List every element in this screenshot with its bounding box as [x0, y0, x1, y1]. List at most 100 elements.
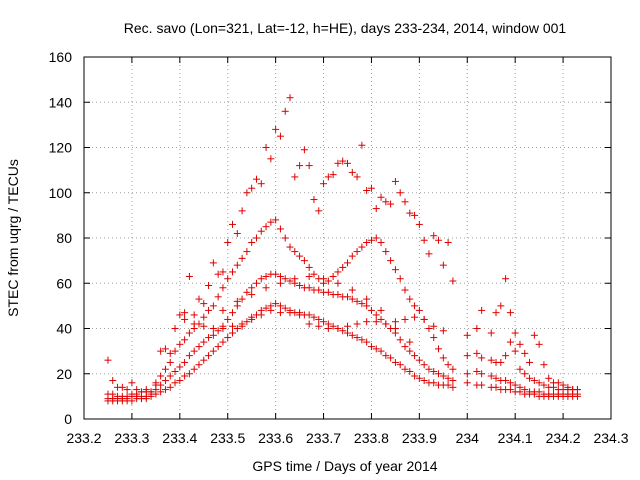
data-point: [224, 315, 232, 323]
data-point: [535, 340, 543, 348]
data-point: [185, 272, 193, 280]
data-point: [406, 338, 414, 346]
data-point: [209, 325, 217, 332]
data-point: [176, 363, 184, 371]
data-point: [161, 377, 169, 385]
data-point: [516, 365, 524, 373]
data-point: [200, 322, 208, 330]
data-point: [353, 248, 361, 256]
data-point: [463, 352, 471, 360]
data-point: [310, 196, 318, 204]
data-point: [425, 365, 433, 373]
data-point: [502, 275, 510, 283]
data-point: [229, 329, 237, 337]
axis-ticks: [83, 56, 612, 420]
data-point: [430, 322, 438, 330]
data-point: [276, 272, 284, 280]
data-point: [473, 367, 481, 375]
data-point: [291, 248, 299, 256]
data-point: [511, 381, 519, 389]
data-point: [401, 315, 409, 323]
data-point: [161, 386, 169, 394]
data-point: [176, 340, 184, 348]
data-point: [233, 229, 241, 237]
data-point: [425, 325, 433, 332]
data-point: [320, 180, 328, 188]
data-point: [516, 340, 524, 348]
data-point: [411, 372, 419, 380]
x-tick-label: 234.1: [498, 430, 533, 446]
data-point: [439, 354, 447, 362]
data-point: [181, 309, 189, 317]
data-point: [305, 272, 313, 280]
data-point: [430, 232, 438, 240]
data-point: [382, 320, 390, 328]
data-point: [573, 392, 581, 400]
data-point: [147, 392, 155, 400]
data-point: [372, 345, 380, 353]
data-point: [377, 315, 385, 323]
data-point: [449, 377, 457, 385]
data-point: [252, 234, 260, 242]
data-point: [219, 268, 227, 276]
data-point: [478, 306, 486, 314]
data-point: [502, 377, 510, 385]
data-point: [248, 315, 256, 323]
data-point: [219, 284, 227, 292]
data-point: [209, 331, 217, 339]
data-point: [190, 365, 198, 373]
data-point: [344, 259, 351, 267]
data-point: [181, 372, 189, 380]
data-point: [243, 248, 251, 256]
data-point: [358, 141, 366, 149]
y-tick-label: 120: [49, 140, 73, 156]
data-point: [406, 295, 414, 303]
data-points: [104, 94, 581, 405]
data-point: [296, 311, 304, 319]
data-point: [257, 227, 265, 235]
data-point: [363, 239, 371, 247]
data-point: [377, 239, 385, 247]
data-point: [339, 327, 347, 335]
data-point: [157, 372, 165, 380]
data-point: [353, 297, 361, 305]
data-point: [276, 225, 284, 233]
data-point: [435, 345, 443, 353]
data-point: [185, 352, 193, 360]
y-tick-label: 0: [64, 411, 72, 427]
data-point: [463, 379, 471, 387]
data-point: [372, 318, 380, 326]
data-point: [401, 286, 409, 294]
data-point: [396, 361, 404, 369]
data-point: [205, 282, 213, 290]
y-tick-labels: 0 20 40 60 80 100 120 140 160: [49, 49, 73, 427]
x-tick-label: 233.5: [210, 430, 245, 446]
x-tick-label: 233.6: [258, 430, 293, 446]
data-point: [363, 295, 371, 303]
data-point: [195, 295, 203, 303]
data-point: [387, 354, 395, 362]
data-point: [353, 334, 361, 342]
data-point: [142, 395, 150, 403]
data-point: [190, 320, 198, 328]
data-point: [420, 361, 428, 369]
data-point: [411, 302, 419, 310]
data-point: [248, 291, 256, 299]
data-point: [344, 293, 351, 301]
series-2: [104, 216, 581, 400]
data-point: [224, 334, 232, 342]
data-point: [339, 263, 347, 271]
data-point: [334, 159, 342, 167]
data-point: [506, 379, 514, 387]
data-point: [492, 309, 500, 317]
data-point: [238, 295, 246, 303]
data-point: [324, 325, 332, 332]
data-point: [473, 325, 481, 332]
data-point: [363, 318, 371, 326]
data-point: [276, 309, 284, 317]
data-point: [324, 173, 332, 181]
data-point: [238, 254, 246, 262]
data-point: [171, 367, 179, 375]
data-point: [406, 367, 414, 375]
data-point: [411, 352, 419, 360]
